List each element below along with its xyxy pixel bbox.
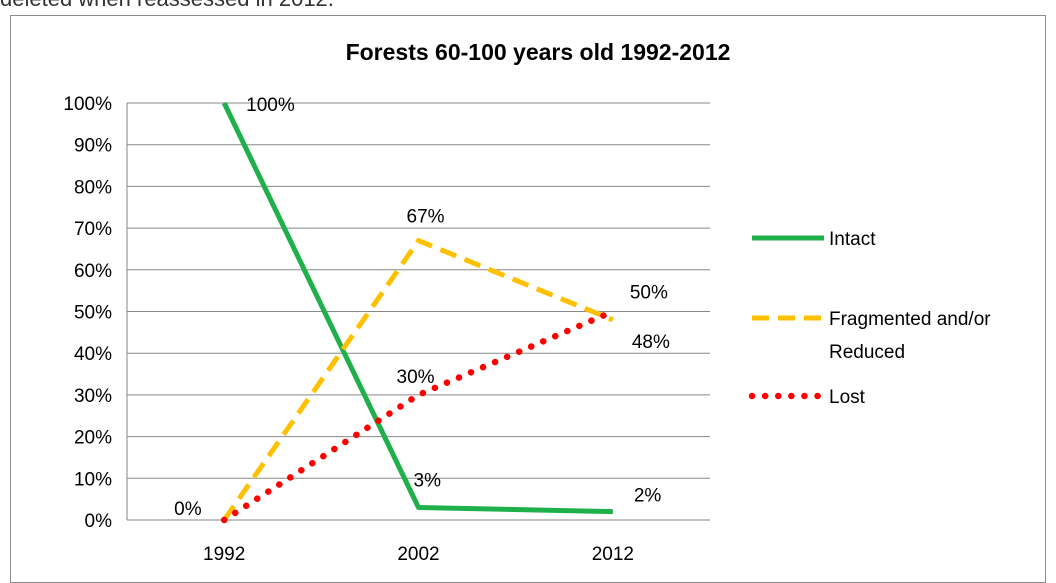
- y-tick-label: 80%: [74, 177, 112, 198]
- chart-frame: [10, 15, 1046, 583]
- x-tick-label: 2002: [397, 544, 439, 565]
- data-label: 48%: [632, 332, 670, 353]
- page-caption: deleted when reassessed in 2012.: [0, 0, 334, 12]
- x-axis-ticks: 1992 2002 2012: [203, 544, 634, 565]
- series-lines: [220, 101, 617, 524]
- y-tick-label: 100%: [63, 94, 112, 115]
- data-label: 30%: [397, 367, 435, 388]
- gridlines: [126, 102, 710, 521]
- x-tick-label: 1992: [203, 544, 245, 565]
- series-line-2: [222, 238, 614, 522]
- data-label: 3%: [414, 470, 442, 491]
- data-labels: 100% 3% 2% 67% 48% 0% 30% 50%: [174, 95, 670, 520]
- y-tick-label: 20%: [74, 428, 112, 449]
- data-label: 100%: [246, 95, 295, 116]
- y-tick-label: 10%: [74, 469, 112, 490]
- y-tick-label: 60%: [74, 261, 112, 282]
- y-tick-label: 70%: [74, 219, 112, 240]
- data-label: 67%: [407, 207, 445, 228]
- data-label: 2%: [634, 486, 662, 507]
- data-label: 50%: [630, 283, 668, 304]
- legend-label: Fragmented and/or Reduced: [829, 309, 991, 363]
- data-label: 0%: [174, 499, 202, 520]
- y-tick-label: 40%: [74, 344, 112, 365]
- y-axis-ticks: 0% 10% 20% 30% 40% 50% 60% 70% 80% 90% 100%: [63, 94, 112, 532]
- y-tick-label: 30%: [74, 386, 112, 407]
- series-line-1: [221, 101, 613, 515]
- chart-title: Forests 60-100 years old 1992-2012: [346, 39, 731, 65]
- legend: Intact Fragmented and/or Reduced Lost: [748, 229, 991, 408]
- x-tick-label: 2012: [592, 544, 634, 565]
- y-tick-label: 50%: [74, 303, 112, 324]
- y-tick-label: 0%: [85, 511, 113, 532]
- legend-label: Intact: [829, 229, 876, 250]
- legend-label: Lost: [829, 387, 866, 408]
- series-line-3: [220, 308, 617, 524]
- y-tick-label: 90%: [74, 136, 112, 157]
